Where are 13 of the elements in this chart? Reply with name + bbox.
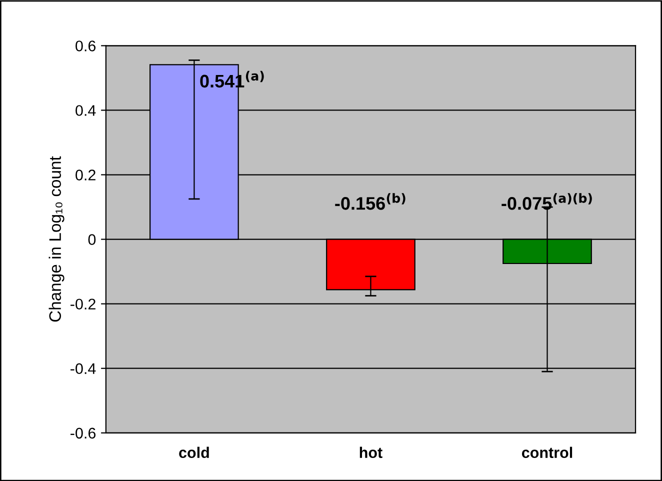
y-tick-label: -0.6: [70, 428, 96, 439]
y-tick-label: 0: [88, 234, 96, 245]
data-label: -0.075$^{(a)(b)}$: [502, 193, 592, 210]
x-tick-label: hot: [360, 446, 382, 458]
y-tick-label: 0.2: [76, 170, 96, 180]
x-tick-label: cold: [179, 446, 209, 458]
y-tick-label: -0.4: [70, 363, 96, 374]
y-tick-label: 0.6: [76, 40, 96, 52]
data-label: -0.156$^{(b)}$: [335, 193, 406, 210]
y-tick-label: 0.4: [76, 105, 96, 116]
y-tick-label: -0.2: [70, 298, 96, 310]
y-axis-title: Change in Log₁₀ count: [48, 156, 64, 322]
x-tick-label: control: [522, 446, 572, 458]
